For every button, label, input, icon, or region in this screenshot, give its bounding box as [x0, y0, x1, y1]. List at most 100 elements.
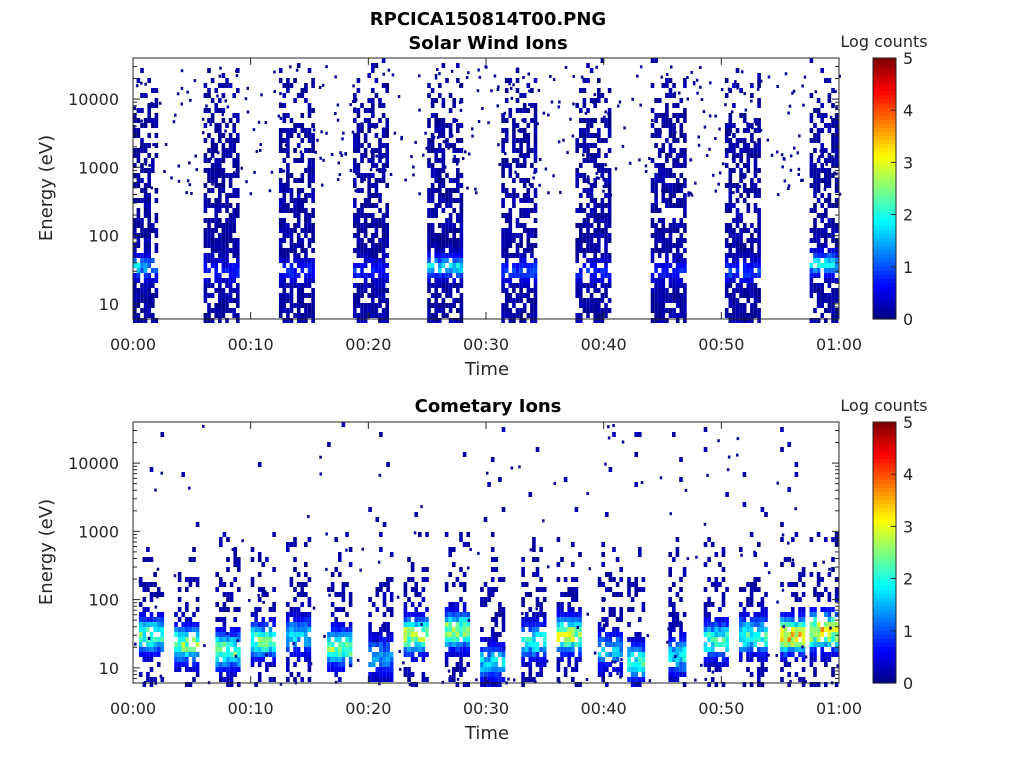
heatmap-cell — [604, 313, 608, 318]
heatmap-cell — [459, 173, 464, 178]
heatmap-cell — [607, 183, 612, 188]
heatmap-cell — [512, 123, 516, 128]
heatmap-cell — [670, 65, 673, 69]
heatmap-cell — [522, 178, 527, 183]
heatmap-cell — [831, 203, 835, 208]
heatmap-cell — [427, 213, 431, 218]
heatmap-cell — [519, 308, 523, 313]
heatmap-cell — [732, 278, 736, 283]
heatmap-cell — [672, 128, 676, 133]
heatmap-cell — [728, 298, 733, 303]
heatmap-cell — [732, 303, 736, 308]
heatmap-cell — [831, 293, 835, 298]
heatmap-cell — [746, 168, 751, 173]
heatmap-cell — [381, 103, 386, 108]
heatmap-cell — [638, 662, 642, 667]
heatmap-cell — [257, 662, 262, 667]
heatmap-cell — [604, 288, 608, 293]
heatmap-cell — [268, 189, 272, 193]
heatmap-cell — [532, 557, 536, 562]
heatmap-cell — [278, 258, 283, 263]
heatmap-cell — [289, 283, 294, 288]
heatmap-cell — [261, 587, 266, 592]
heatmap-cell — [809, 113, 814, 118]
heatmap-cell — [490, 89, 493, 93]
heatmap-cell — [181, 657, 185, 662]
heatmap-cell — [703, 632, 708, 637]
heatmap-cell — [195, 607, 200, 612]
heatmap-cell — [766, 138, 770, 142]
heatmap-cell — [254, 682, 258, 687]
heatmap-cell — [147, 303, 151, 308]
heatmap-cell — [831, 303, 835, 308]
heatmap-cell — [480, 657, 484, 662]
heatmap-cell — [286, 83, 290, 88]
heatmap-cell — [615, 642, 620, 647]
heatmap-cell — [140, 298, 144, 303]
heatmap-cell — [203, 153, 208, 158]
heatmap-cell — [721, 547, 726, 552]
heatmap-cell — [731, 157, 735, 161]
heatmap-cell — [582, 98, 587, 103]
heatmap-cell — [703, 587, 708, 592]
heatmap-cell — [214, 258, 218, 263]
heatmap-cell — [654, 173, 658, 178]
colorbar-swatch — [873, 102, 896, 108]
heatmap-cell — [334, 592, 338, 597]
heatmap-cell — [560, 642, 564, 647]
heatmap-cell — [838, 74, 841, 78]
heatmap-cell — [447, 146, 450, 150]
heatmap-cell — [229, 592, 234, 597]
heatmap-cell — [600, 233, 605, 238]
heatmap-cell — [300, 173, 305, 178]
heatmap-cell — [739, 622, 743, 627]
heatmap-cell — [501, 617, 506, 622]
heatmap-cell — [430, 293, 435, 298]
heatmap-cell — [714, 642, 719, 647]
heatmap-cell — [311, 188, 315, 193]
heatmap-cell — [136, 173, 141, 178]
heatmap-cell — [214, 158, 218, 163]
heatmap-cell — [539, 622, 543, 627]
heatmap-cell — [528, 642, 533, 647]
heatmap-cell — [142, 612, 147, 617]
heatmap-cell — [683, 203, 687, 208]
heatmap-cell — [307, 133, 312, 138]
heatmap-cell — [430, 193, 435, 198]
heatmap-cell — [286, 542, 290, 547]
heatmap-cell — [356, 188, 361, 193]
heatmap-cell — [330, 632, 335, 637]
heatmap-cell — [185, 647, 189, 652]
heatmap-cell — [668, 667, 672, 672]
heatmap-cell — [556, 647, 561, 652]
heatmap-cell — [512, 313, 516, 318]
heatmap-cell — [257, 597, 262, 602]
heatmap-cell — [434, 118, 438, 123]
heatmap-cell — [136, 223, 141, 228]
heatmap-cell — [466, 612, 470, 617]
heatmap-cell — [143, 263, 148, 268]
heatmap-cell — [155, 190, 158, 194]
heatmap-cell — [665, 73, 669, 76]
heatmap-cell — [434, 248, 438, 253]
heatmap-cell — [207, 148, 211, 153]
heatmap-cell — [195, 168, 198, 172]
heatmap-cell — [813, 193, 817, 198]
heatmap-cell — [414, 587, 418, 592]
heatmap-cell — [226, 637, 230, 642]
heatmap-cell — [143, 158, 148, 163]
heatmap-cell — [665, 173, 669, 178]
heatmap-cell — [279, 92, 282, 96]
heatmap-cell — [430, 228, 435, 233]
heatmap-cell — [448, 133, 453, 138]
heatmap-cell — [459, 622, 463, 627]
heatmap-cell — [236, 208, 240, 213]
heatmap-cell — [452, 632, 456, 637]
heatmap-cell — [452, 612, 456, 617]
heatmap-cell — [250, 662, 255, 667]
heatmap-cell — [289, 83, 294, 88]
heatmap-cell — [607, 112, 610, 116]
heatmap-cell — [282, 218, 287, 223]
heatmap-cell — [735, 258, 740, 263]
heatmap-cell — [293, 278, 297, 283]
